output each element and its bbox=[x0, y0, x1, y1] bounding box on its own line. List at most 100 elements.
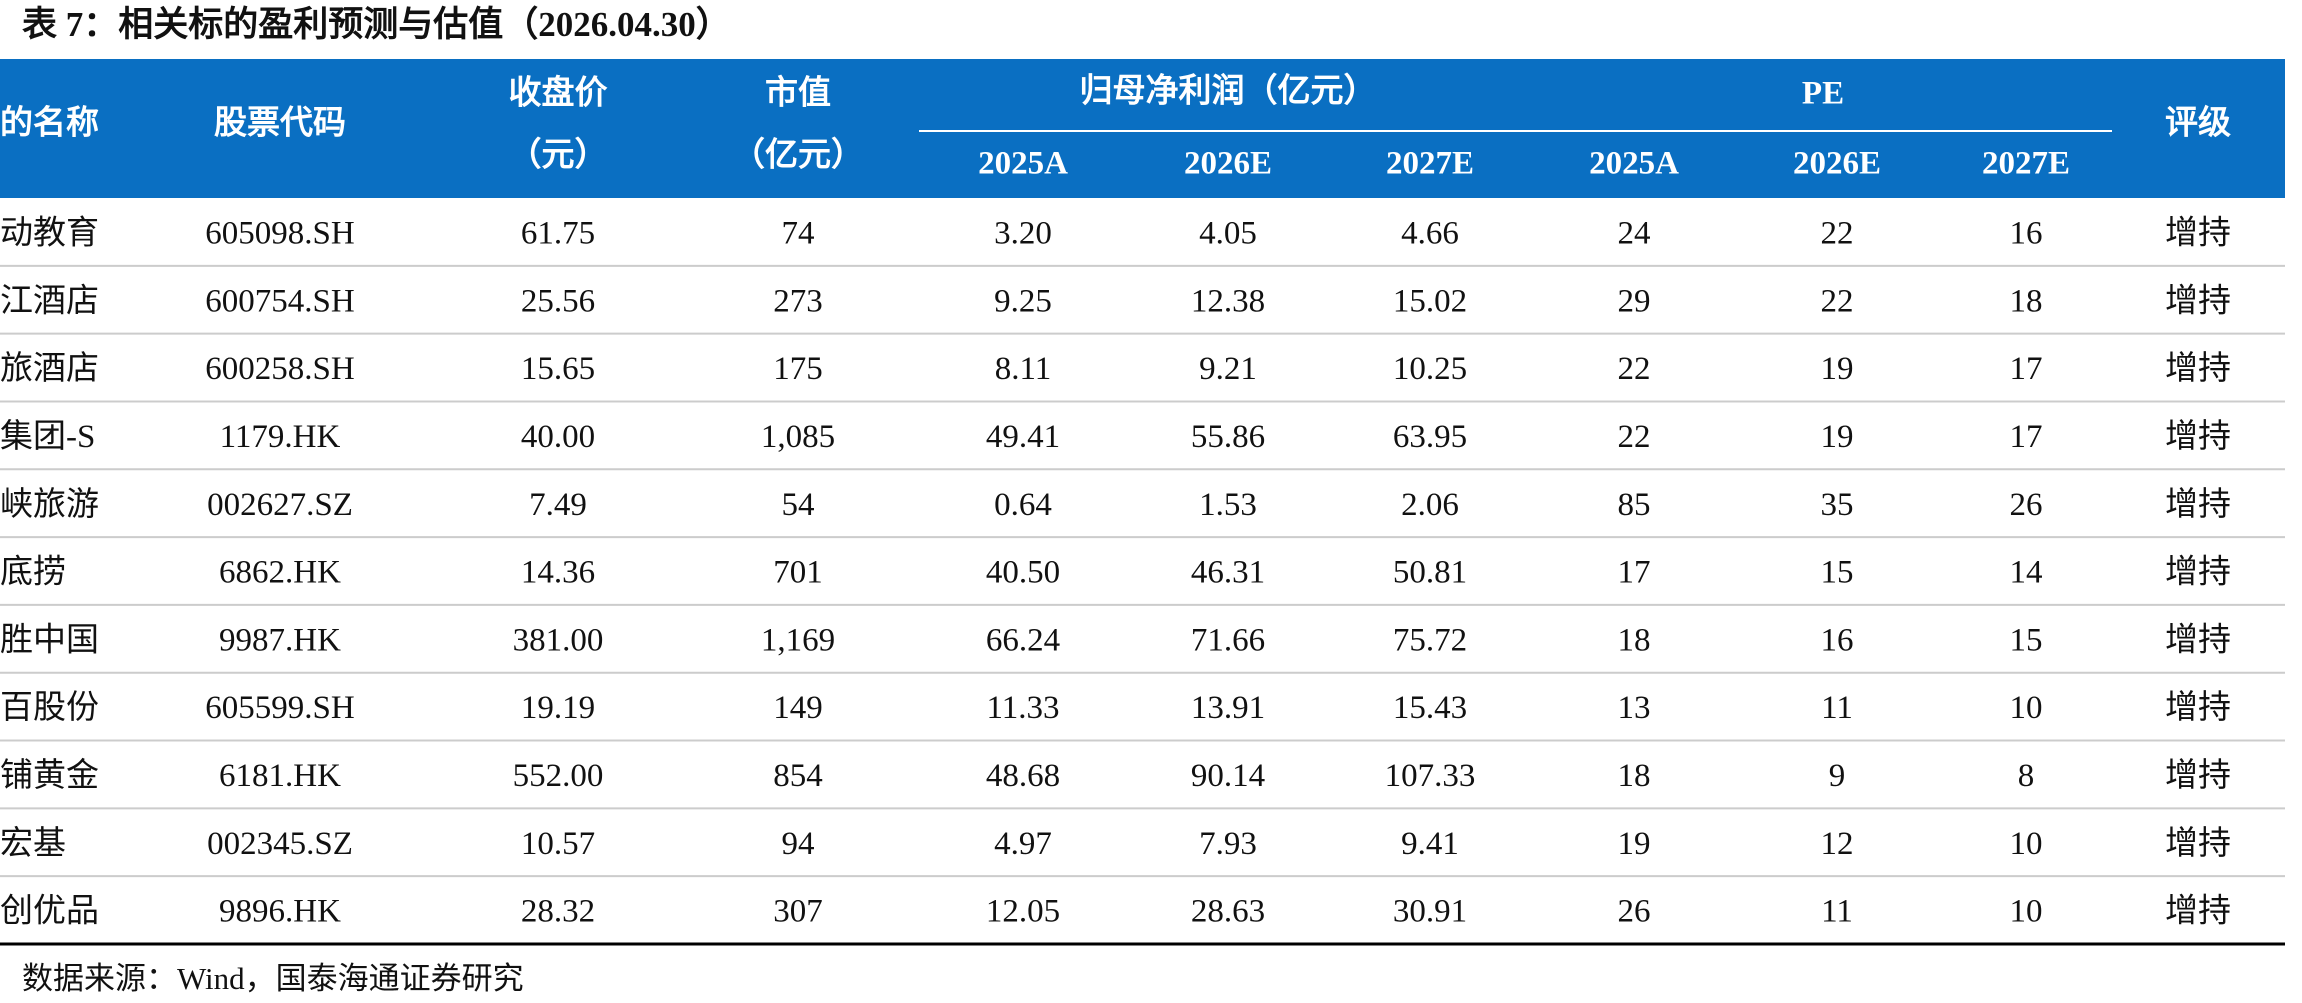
table-cell: 19.19 bbox=[521, 690, 595, 726]
table-cell: 24 bbox=[1618, 215, 1651, 251]
table-cell: 19 bbox=[1821, 419, 1854, 455]
table-title: 表 7：相关标的盈利预测与估值（2026.04.30） bbox=[22, 5, 731, 44]
table-cell: 旅酒店 bbox=[0, 350, 99, 387]
table-cell: 17 bbox=[1618, 555, 1651, 591]
table-cell: 1.53 bbox=[1199, 487, 1257, 523]
table-cell: 9.41 bbox=[1401, 826, 1459, 862]
table-cell: 10.57 bbox=[521, 826, 595, 862]
table-cell: 16 bbox=[2010, 215, 2043, 251]
table-cell: 4.66 bbox=[1401, 215, 1459, 251]
table-cell: 605599.SH bbox=[205, 690, 354, 726]
table-cell: 11 bbox=[1821, 690, 1853, 726]
table-cell: 2.06 bbox=[1401, 487, 1459, 523]
table-cell: 4.05 bbox=[1199, 215, 1257, 251]
table-cell: 22 bbox=[1821, 215, 1854, 251]
table-cell: 6181.HK bbox=[219, 758, 341, 794]
table-cell: 48.68 bbox=[986, 758, 1060, 794]
table-cell: 胜中国 bbox=[0, 621, 99, 658]
table-cell: 1179.HK bbox=[220, 419, 341, 455]
table-cell: 18 bbox=[2010, 283, 2043, 319]
table-cell: 29 bbox=[1618, 283, 1651, 319]
header-cell: （元） bbox=[509, 137, 608, 174]
table-cell: 14 bbox=[2010, 555, 2043, 591]
table-cell: 74 bbox=[782, 215, 815, 251]
table-cell: 175 bbox=[773, 351, 823, 387]
table-cell: 61.75 bbox=[521, 215, 595, 251]
table-cell: 107.33 bbox=[1385, 758, 1476, 794]
table-cell: 9987.HK bbox=[219, 622, 341, 658]
table-cell: 25.56 bbox=[521, 283, 595, 319]
header-cell: 2025A bbox=[978, 146, 1068, 182]
header-cell: 2027E bbox=[1386, 146, 1474, 182]
table-cell: 55.86 bbox=[1191, 419, 1265, 455]
source-note: 数据来源：Wind，国泰海通证券研究 bbox=[22, 961, 524, 996]
table-cell: 13 bbox=[1618, 690, 1651, 726]
table-cell: 4.97 bbox=[994, 826, 1052, 862]
table-cell: 28.32 bbox=[521, 894, 595, 930]
table-cell: 40.50 bbox=[986, 555, 1060, 591]
table-cell: 3.20 bbox=[994, 215, 1052, 251]
table-cell: 002627.SZ bbox=[207, 487, 353, 523]
table-cell: 35 bbox=[1821, 487, 1854, 523]
table-cell: 17 bbox=[2010, 419, 2043, 455]
table-cell: 13.91 bbox=[1191, 690, 1265, 726]
table-cell: 增持 bbox=[2165, 350, 2231, 387]
table-cell: 54 bbox=[782, 487, 815, 523]
table-cell: 9.21 bbox=[1199, 351, 1257, 387]
table-cell: 9.25 bbox=[994, 283, 1052, 319]
table-cell: 增持 bbox=[2165, 621, 2231, 658]
table-cell: 552.00 bbox=[513, 758, 604, 794]
table-cell: 600754.SH bbox=[205, 283, 354, 319]
table-cell: 15.65 bbox=[521, 351, 595, 387]
table-cell: 1,169 bbox=[761, 622, 835, 658]
table-cell: 002345.SZ bbox=[207, 826, 353, 862]
table-cell: 8.11 bbox=[995, 351, 1052, 387]
table-cell: 动教育 bbox=[0, 214, 99, 251]
table-cell: 90.14 bbox=[1191, 758, 1265, 794]
table-cell: 46.31 bbox=[1191, 555, 1265, 591]
table-cell: 19 bbox=[1618, 826, 1651, 862]
table-cell: 22 bbox=[1618, 419, 1651, 455]
table-cell: 10 bbox=[2010, 826, 2043, 862]
table-cell: 22 bbox=[1618, 351, 1651, 387]
table-cell: 增持 bbox=[2165, 757, 2231, 794]
table-cell: 9 bbox=[1829, 758, 1846, 794]
table-cell: 集团-S bbox=[0, 418, 95, 455]
table-cell: 30.91 bbox=[1393, 894, 1467, 930]
table-cell: 增持 bbox=[2165, 689, 2231, 726]
table-cell: 15 bbox=[1821, 555, 1854, 591]
table-cell: 63.95 bbox=[1393, 419, 1467, 455]
table-cell: 峡旅游 bbox=[0, 486, 99, 523]
header-cell: PE bbox=[1802, 76, 1844, 112]
table-cell: 15.43 bbox=[1393, 690, 1467, 726]
table-cell: 增持 bbox=[2165, 893, 2231, 930]
table-cell: 28.63 bbox=[1191, 894, 1265, 930]
header-cell: 股票代码 bbox=[214, 105, 346, 142]
header-cell: 评级 bbox=[2165, 105, 2231, 142]
table-cell: 百股份 bbox=[0, 689, 99, 726]
table-cell: 75.72 bbox=[1393, 622, 1467, 658]
header-band bbox=[0, 59, 2285, 198]
table-cell: 15 bbox=[2010, 622, 2043, 658]
table-cell: 江酒店 bbox=[0, 282, 99, 319]
table-cell: 94 bbox=[782, 826, 815, 862]
table-cell: 19 bbox=[1821, 351, 1854, 387]
table-cell: 1,085 bbox=[761, 419, 835, 455]
table-cell: 22 bbox=[1821, 283, 1854, 319]
table-cell: 85 bbox=[1618, 487, 1651, 523]
header-cell: 2026E bbox=[1793, 146, 1881, 182]
table-cell: 7.49 bbox=[529, 487, 587, 523]
header-cell: 2025A bbox=[1589, 146, 1679, 182]
table-cell: 11 bbox=[1821, 894, 1853, 930]
table-cell: 40.00 bbox=[521, 419, 595, 455]
table-cell: 600258.SH bbox=[205, 351, 354, 387]
table-cell: 71.66 bbox=[1191, 622, 1265, 658]
table-cell: 7.93 bbox=[1199, 826, 1257, 862]
table-cell: 605098.SH bbox=[205, 215, 354, 251]
table-cell: 14.36 bbox=[521, 555, 595, 591]
table-cell: 49.41 bbox=[986, 419, 1060, 455]
table-cell: 0.64 bbox=[994, 487, 1052, 523]
table-cell: 增持 bbox=[2165, 282, 2231, 319]
